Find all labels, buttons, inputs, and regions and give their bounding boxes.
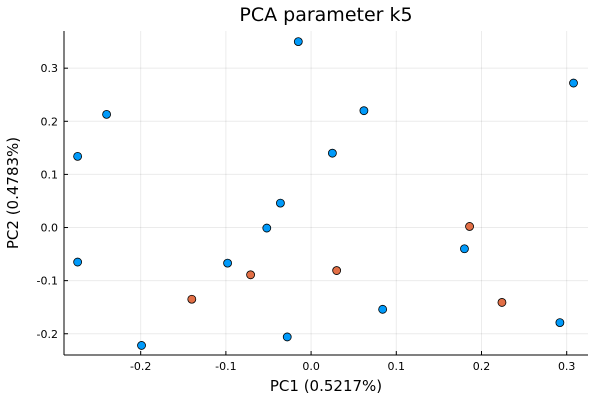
- x-axis-label: PC1 (0.5217%): [270, 377, 382, 395]
- y-tick-label-3: 0.1: [41, 168, 59, 181]
- data-points: [73, 37, 578, 350]
- data-point-s0-2: [102, 109, 112, 119]
- x-tick-label-4: 0.2: [473, 360, 491, 373]
- data-point-s0-13: [282, 332, 292, 342]
- data-point-s0-6: [276, 198, 285, 208]
- data-point-s1-3: [187, 294, 197, 304]
- data-point-s0-4: [327, 148, 337, 158]
- y-tick-label-4: 0.2: [41, 115, 59, 128]
- x-tick-label-2: 0.0: [302, 360, 320, 373]
- chart-title: PCA parameter k5: [239, 4, 412, 26]
- data-point-s1-0: [465, 222, 474, 231]
- x-tick-label-3: 0.1: [388, 360, 406, 373]
- tick-labels: -0.2 -0.1 0.0 0.1 0.2 0.3 -0.2 -0.1 0.0 0.1 0.2 0.3: [37, 62, 576, 373]
- x-tick-label-1: -0.1: [215, 360, 236, 373]
- x-tick-label-0: -0.2: [130, 360, 151, 373]
- data-point-s0-3: [359, 106, 369, 116]
- x-tick-label-5: 0.3: [558, 360, 576, 373]
- y-tick-label-0: -0.2: [37, 328, 58, 341]
- data-point-s0-5: [73, 151, 83, 161]
- y-tick-label-2: 0.0: [41, 222, 59, 235]
- data-point-s1-1: [246, 270, 255, 280]
- axes: [63, 31, 588, 356]
- data-point-s1-4: [497, 298, 507, 307]
- y-tick-label-1: -0.1: [37, 275, 58, 288]
- data-point-s0-9: [223, 258, 232, 268]
- data-point-s1-2: [332, 266, 342, 275]
- data-point-s0-14: [137, 341, 146, 350]
- y-axis-label: PC2 (0.4783%): [4, 137, 22, 249]
- y-tick-label-5: 0.3: [41, 62, 59, 75]
- data-point-s0-8: [73, 257, 83, 267]
- data-point-s0-10: [460, 244, 469, 254]
- data-point-s0-1: [569, 78, 578, 88]
- data-point-s0-7: [262, 223, 272, 233]
- data-point-s0-12: [555, 318, 565, 328]
- data-point-s0-0: [293, 37, 303, 47]
- grid-lines: [64, 31, 588, 355]
- data-point-s0-11: [378, 304, 388, 314]
